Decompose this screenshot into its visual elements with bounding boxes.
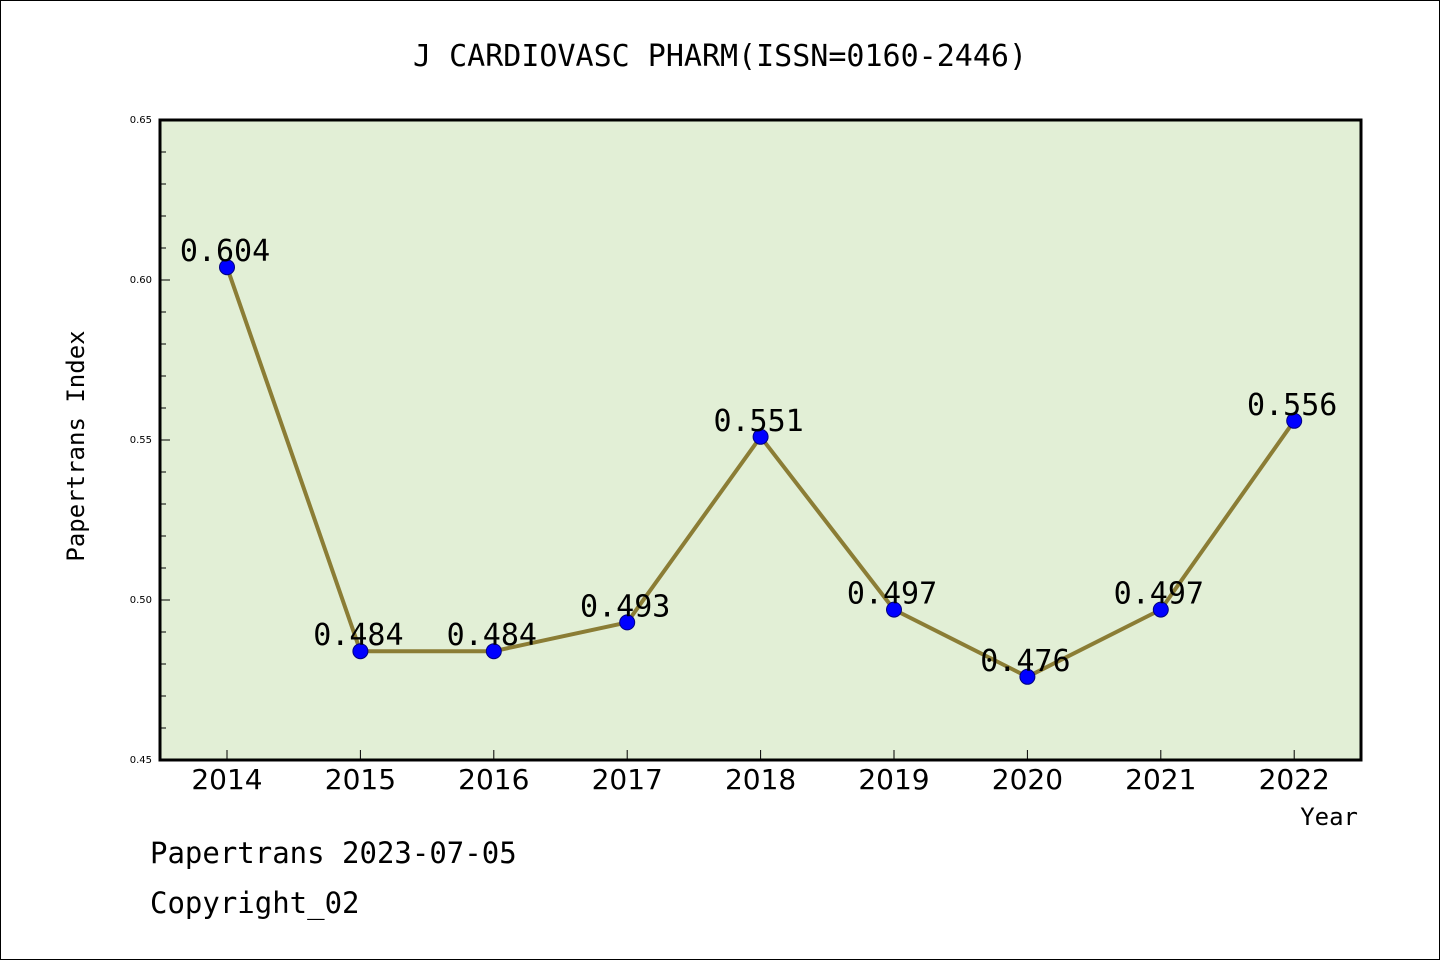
y-axis-tick-labels: 0.45 0.50 0.55 0.60 0.65: [130, 115, 152, 766]
data-labels: 0.604 0.484 0.484 0.493 0.551 0.497 0.476 0.497…: [180, 234, 1338, 679]
data-markers: [219, 259, 1303, 685]
x-tick-label: 2022: [1259, 763, 1330, 796]
data-point: [352, 643, 369, 660]
x-tick-label: 2021: [1125, 763, 1196, 796]
data-point: [219, 259, 235, 276]
y-axis-ticks: [160, 119, 170, 761]
y-axis-label: Papertrans Index: [62, 330, 90, 561]
data-point: [1019, 668, 1036, 685]
data-label: 0.551: [713, 404, 803, 439]
x-tick-label: 2019: [858, 763, 929, 796]
data-label: 0.476: [980, 644, 1070, 679]
data-point: [1152, 601, 1169, 618]
x-tick-label: 2015: [325, 763, 396, 796]
x-axis-ticks: [226, 750, 1295, 760]
data-label: 0.604: [180, 234, 270, 269]
y-tick-label: 0.65: [130, 115, 152, 126]
footer-copyright: Copyright_02: [150, 886, 360, 920]
y-tick-label: 0.60: [130, 275, 152, 286]
x-axis-tick-labels: 2014 2015 2016 2017 2018 2019 2020 2021 2022: [191, 763, 1329, 796]
data-point: [485, 643, 502, 660]
footer-date: Papertrans 2023-07-05: [150, 836, 517, 870]
data-label: 0.493: [580, 589, 670, 624]
data-point: [886, 601, 902, 618]
x-tick-label: 2017: [592, 763, 663, 796]
x-axis-label: Year: [1300, 803, 1358, 831]
x-tick-label: 2014: [191, 763, 262, 796]
y-tick-label: 0.50: [130, 595, 152, 606]
data-point: [752, 428, 769, 445]
x-tick-label: 2018: [725, 763, 796, 796]
data-label: 0.497: [1114, 577, 1204, 612]
data-point: [1286, 412, 1303, 429]
x-tick-label: 2016: [458, 763, 529, 796]
data-point: [619, 614, 636, 631]
x-tick-label: 2020: [992, 763, 1063, 796]
data-label: 0.484: [313, 618, 403, 653]
data-label: 0.556: [1247, 388, 1337, 423]
chart-title: J CARDIOVASC PHARM(ISSN=0160-2446): [413, 39, 1027, 74]
y-tick-label: 0.55: [130, 435, 152, 446]
y-tick-label: 0.45: [130, 755, 152, 766]
data-label: 0.497: [847, 577, 937, 612]
data-label: 0.484: [447, 618, 537, 653]
